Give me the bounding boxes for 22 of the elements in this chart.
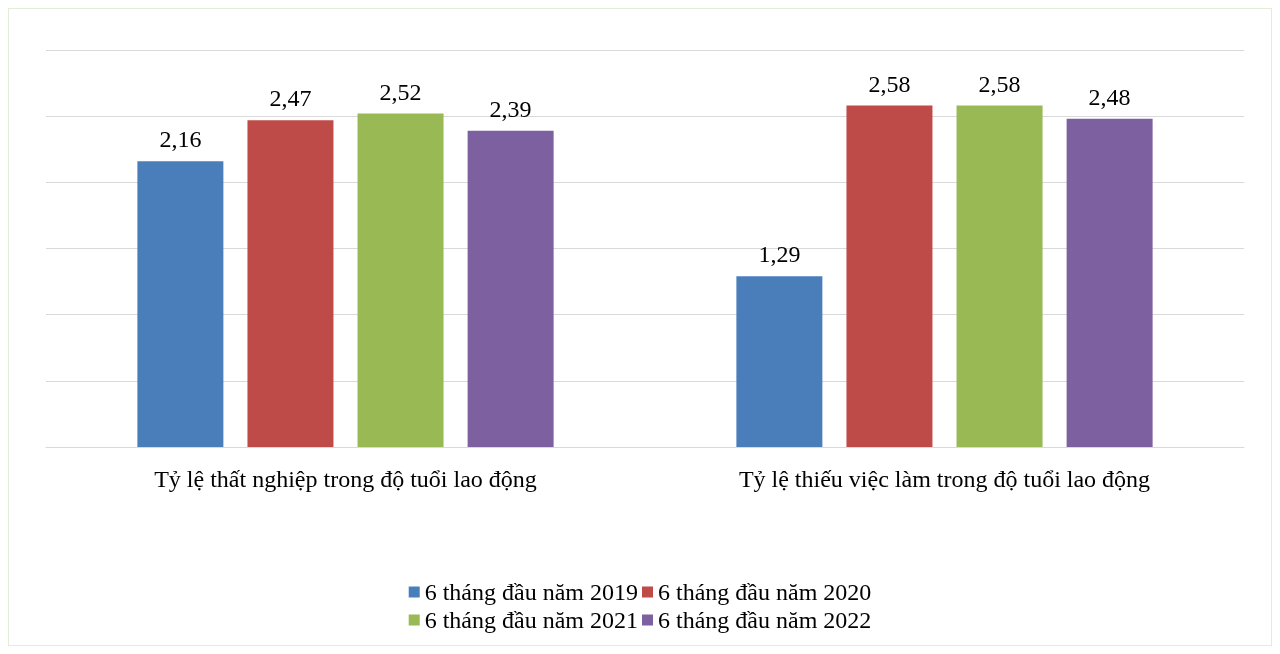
bar [956,105,1043,447]
data-label: 2,58 [978,70,1021,97]
data-label: 2,47 [269,85,312,112]
data-label: 2,58 [868,70,911,97]
bar [357,113,444,447]
data-label: 2,48 [1088,83,1131,110]
x-tick-label: Tỷ lệ thiếu việc làm trong độ tuổi lao động [738,466,1151,492]
bar [137,161,224,447]
data-label: 2,52 [379,78,422,105]
legend-label: 6 tháng đầu năm 2021 [424,607,638,633]
bar [247,120,334,447]
bar [1066,118,1153,447]
data-label: 2,16 [159,126,202,153]
bar [846,105,933,447]
data-label: 1,29 [758,241,801,268]
bar [736,276,823,447]
legend-label: 6 tháng đầu năm 2022 [658,607,872,633]
legend-label: 6 tháng đầu năm 2019 [424,579,638,605]
data-label: 2,39 [489,95,532,122]
bar [467,130,554,447]
legend-label: 6 tháng đầu năm 2020 [658,579,872,605]
x-tick-label: Tỷ lệ thất nghiệp trong độ tuổi lao động [154,466,537,492]
